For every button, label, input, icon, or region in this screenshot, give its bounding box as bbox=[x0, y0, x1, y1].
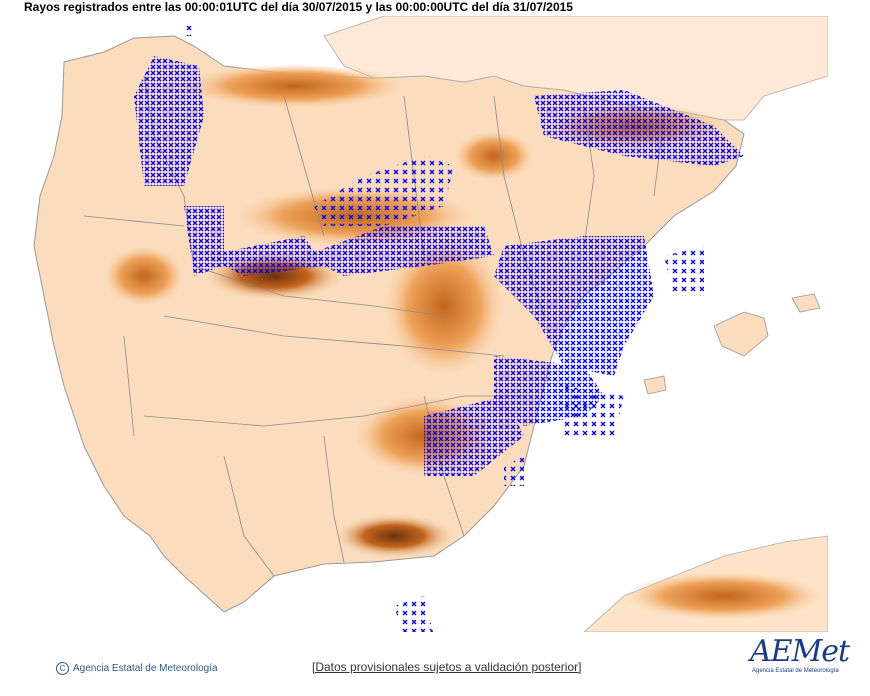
map-title: Rayos registrados entre las 00:00:01UTC … bbox=[24, 0, 573, 14]
ibiza bbox=[643, 375, 667, 395]
logo-subtext: Agencia Estatal de Meteorología bbox=[752, 668, 839, 674]
lightning-strikes bbox=[134, 26, 744, 632]
agency-credit: C Agencia Estatal de Meteorología bbox=[56, 662, 218, 675]
disclaimer-link[interactable]: [Datos provisionales sujetos a validació… bbox=[312, 660, 582, 674]
aemet-logo: AEMet Agencia Estatal de Meteorología bbox=[748, 634, 850, 678]
copyright-icon: C bbox=[56, 662, 69, 675]
lightning-map bbox=[33, 16, 828, 632]
mallorca bbox=[713, 311, 769, 357]
menorca bbox=[791, 293, 821, 313]
agency-name: Agencia Estatal de Meteorología bbox=[73, 663, 218, 674]
logo-wordmark: AEMet bbox=[750, 634, 850, 669]
